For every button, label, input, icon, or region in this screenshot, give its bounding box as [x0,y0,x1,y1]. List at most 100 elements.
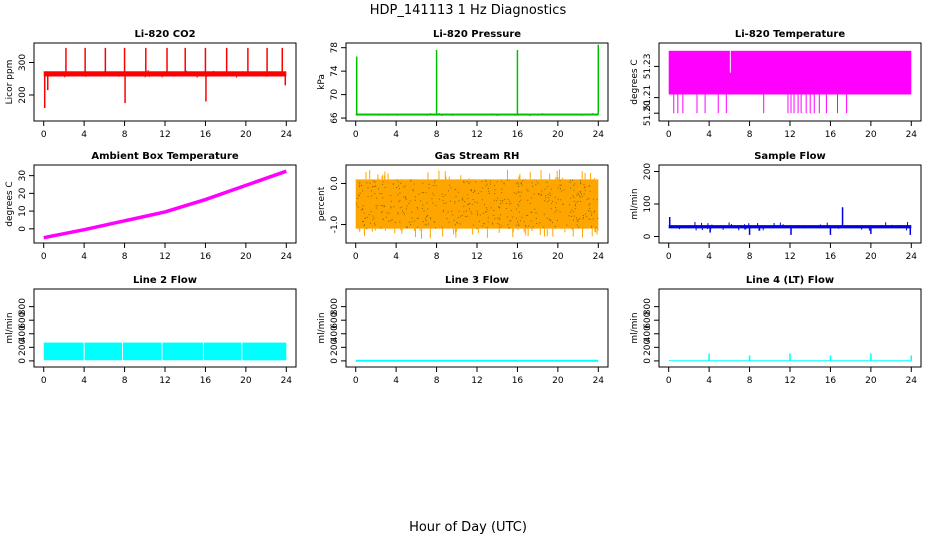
series-point [428,187,430,189]
x-tick-label: 12 [784,252,795,262]
series-point [548,196,550,198]
series-point [494,193,496,195]
series-point [584,186,586,188]
series-point [496,200,498,202]
series-point [470,211,472,213]
series-point [357,206,359,208]
series-point [453,219,455,221]
series-point [373,217,375,219]
series-point [418,193,420,195]
x-tick-label: 0 [666,376,672,386]
series-point [410,224,412,226]
x-tick-label: 4 [706,252,712,262]
series-point [590,214,592,216]
series-point [577,193,579,195]
x-tick-label: 4 [393,376,399,386]
series-point [472,192,474,194]
x-tick-label: 24 [593,252,605,262]
panel-title: Sample Flow [754,151,826,162]
series-point [388,220,390,222]
series-point [554,211,556,213]
series-point [392,183,394,185]
series-point [519,201,521,203]
series-point [510,203,512,205]
series-point [580,179,582,181]
series-point [390,195,392,197]
series-point [372,186,374,188]
series-point [465,216,467,218]
x-tick-label: 12 [471,130,482,140]
x-tick-label: 8 [434,130,440,140]
series-point [471,190,473,192]
series-point [359,184,361,186]
series-point [531,211,533,213]
series-point [451,210,453,212]
series-point [573,189,575,191]
series-point [404,185,406,187]
series-point [589,218,591,220]
y-tick-label: 800 [330,298,340,315]
series-point [573,196,575,198]
series-point [470,189,472,191]
series-point [361,220,363,222]
series-point [473,224,475,226]
y-tick-label: 10 [18,205,28,217]
data-layer [668,50,912,114]
data-layer [43,47,287,108]
series-point [375,185,377,187]
panel-title: Line 4 (LT) Flow [746,275,834,286]
y-tick-label: 0 [643,233,653,239]
series-point [512,216,514,218]
series-point [463,205,465,207]
series-point [501,202,503,204]
x-tick-label: 16 [200,376,212,386]
series-point [426,214,428,216]
series-point [381,193,383,195]
series-point [515,218,517,220]
series-point [455,188,457,190]
series-point [571,209,573,211]
x-tick-label: 4 [393,130,399,140]
series-point [500,214,502,216]
series-point [358,182,360,184]
series-point [468,183,470,185]
series-point [474,190,476,192]
series-point [563,189,565,191]
series-point [583,187,585,189]
y-tick-label: 0 [18,226,28,232]
series-point [569,179,571,181]
series-point [397,194,399,196]
series-point [506,202,508,204]
series-point [577,192,579,194]
series-point [576,224,578,226]
series-point [525,226,527,228]
series-point [586,216,588,218]
series-tail [245,343,286,361]
series-point [557,187,559,189]
series-point [360,209,362,211]
series-point [498,207,500,209]
series-point [372,219,374,221]
series-point [386,212,388,214]
series-point [382,205,384,207]
series-point [559,185,561,187]
x-tick-label: 16 [825,130,837,140]
x-tick-label: 20 [865,376,877,386]
panel-title: Li-820 CO2 [134,29,195,40]
series-point [469,208,471,210]
series-point [536,222,538,224]
series-point [362,209,364,211]
series-point [396,187,398,189]
series-point [360,185,362,187]
series-point [496,197,498,199]
series-point [469,181,471,183]
series-point [381,183,383,185]
x-tick-label: 12 [784,376,795,386]
series-point [539,222,541,224]
series-point [494,218,496,220]
series-point [475,181,477,183]
series-point [366,182,368,184]
